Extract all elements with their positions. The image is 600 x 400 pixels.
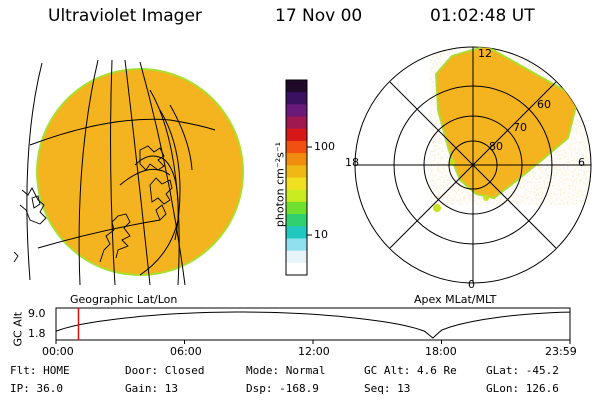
instrument-title: Ultraviolet Imager xyxy=(48,6,202,26)
altitude-ytick-high: 9.0 xyxy=(28,307,46,320)
colorbar-cell xyxy=(286,238,307,252)
mlt-label-6: 6 xyxy=(578,156,585,169)
mlt-label-18: 18 xyxy=(345,156,359,169)
colorbar-cell xyxy=(286,140,307,154)
xtick-1200: 12:00 xyxy=(298,345,330,358)
colorbar-unit-label: photon cm⁻²s⁻¹ xyxy=(273,141,287,228)
colorbar-cell xyxy=(286,104,307,118)
geographic-grid xyxy=(26,59,216,286)
mlt-label-0: 0 xyxy=(468,278,475,291)
mlat-label-80: 80 xyxy=(489,140,503,153)
status-glon: GLon: 126.6 xyxy=(486,382,559,395)
mlat-label-60: 60 xyxy=(537,98,551,111)
mlt-label-12: 12 xyxy=(478,47,492,60)
status-ip: IP: 36.0 xyxy=(10,382,63,395)
colorbar-tick-10: 10 xyxy=(314,228,328,241)
altitude-plot xyxy=(55,307,571,344)
status-door: Door: Closed xyxy=(125,364,205,377)
colorbar-cell xyxy=(286,226,307,239)
mlat-label-70: 70 xyxy=(513,121,527,134)
altitude-ytick-low: 1.8 xyxy=(28,327,46,340)
colorbar-cell xyxy=(286,177,307,191)
colorbar-cell xyxy=(286,214,307,227)
status-glat: GLat: -45.2 xyxy=(486,364,559,377)
colorbar-cell xyxy=(286,116,307,130)
colorbar-cell xyxy=(286,92,307,105)
coastline xyxy=(13,145,173,263)
colorbar-cell xyxy=(286,262,307,276)
xtick-1800: 18:00 xyxy=(425,345,457,358)
status-dsp: Dsp: -168.9 xyxy=(246,382,319,395)
xtick-0000: 00:00 xyxy=(42,345,74,358)
status-mode: Mode: Normal xyxy=(246,364,326,377)
status-gain: Gain: 13 xyxy=(125,382,178,395)
polar-plot xyxy=(354,46,592,284)
colorbar-cell xyxy=(286,250,307,264)
left-panel-caption: Geographic Lat/Lon xyxy=(70,293,178,306)
geographic-image xyxy=(36,68,244,276)
date-label: 17 Nov 00 xyxy=(275,6,363,26)
colorbar-cell xyxy=(286,128,307,142)
xtick-2359: 23:59 xyxy=(545,345,577,358)
status-gc-alt: GC Alt: 4.6 Re xyxy=(364,364,457,377)
colorbar xyxy=(285,79,312,276)
colorbar-cell xyxy=(286,80,307,93)
xtick-0600: 06:00 xyxy=(170,345,202,358)
colorbar-tick-100: 100 xyxy=(314,140,335,153)
colorbar-cell xyxy=(286,201,307,215)
status-seq: Seq: 13 xyxy=(364,382,411,395)
colorbar-cell xyxy=(286,153,307,166)
right-panel-caption: Apex MLat/MLT xyxy=(414,293,497,306)
colorbar-cell xyxy=(286,189,307,203)
status-flight: Flt: HOME xyxy=(10,364,70,377)
colorbar-cell xyxy=(286,165,307,178)
altitude-ylabel: GC Alt xyxy=(11,311,25,347)
time-label: 01:02:48 UT xyxy=(430,6,535,26)
